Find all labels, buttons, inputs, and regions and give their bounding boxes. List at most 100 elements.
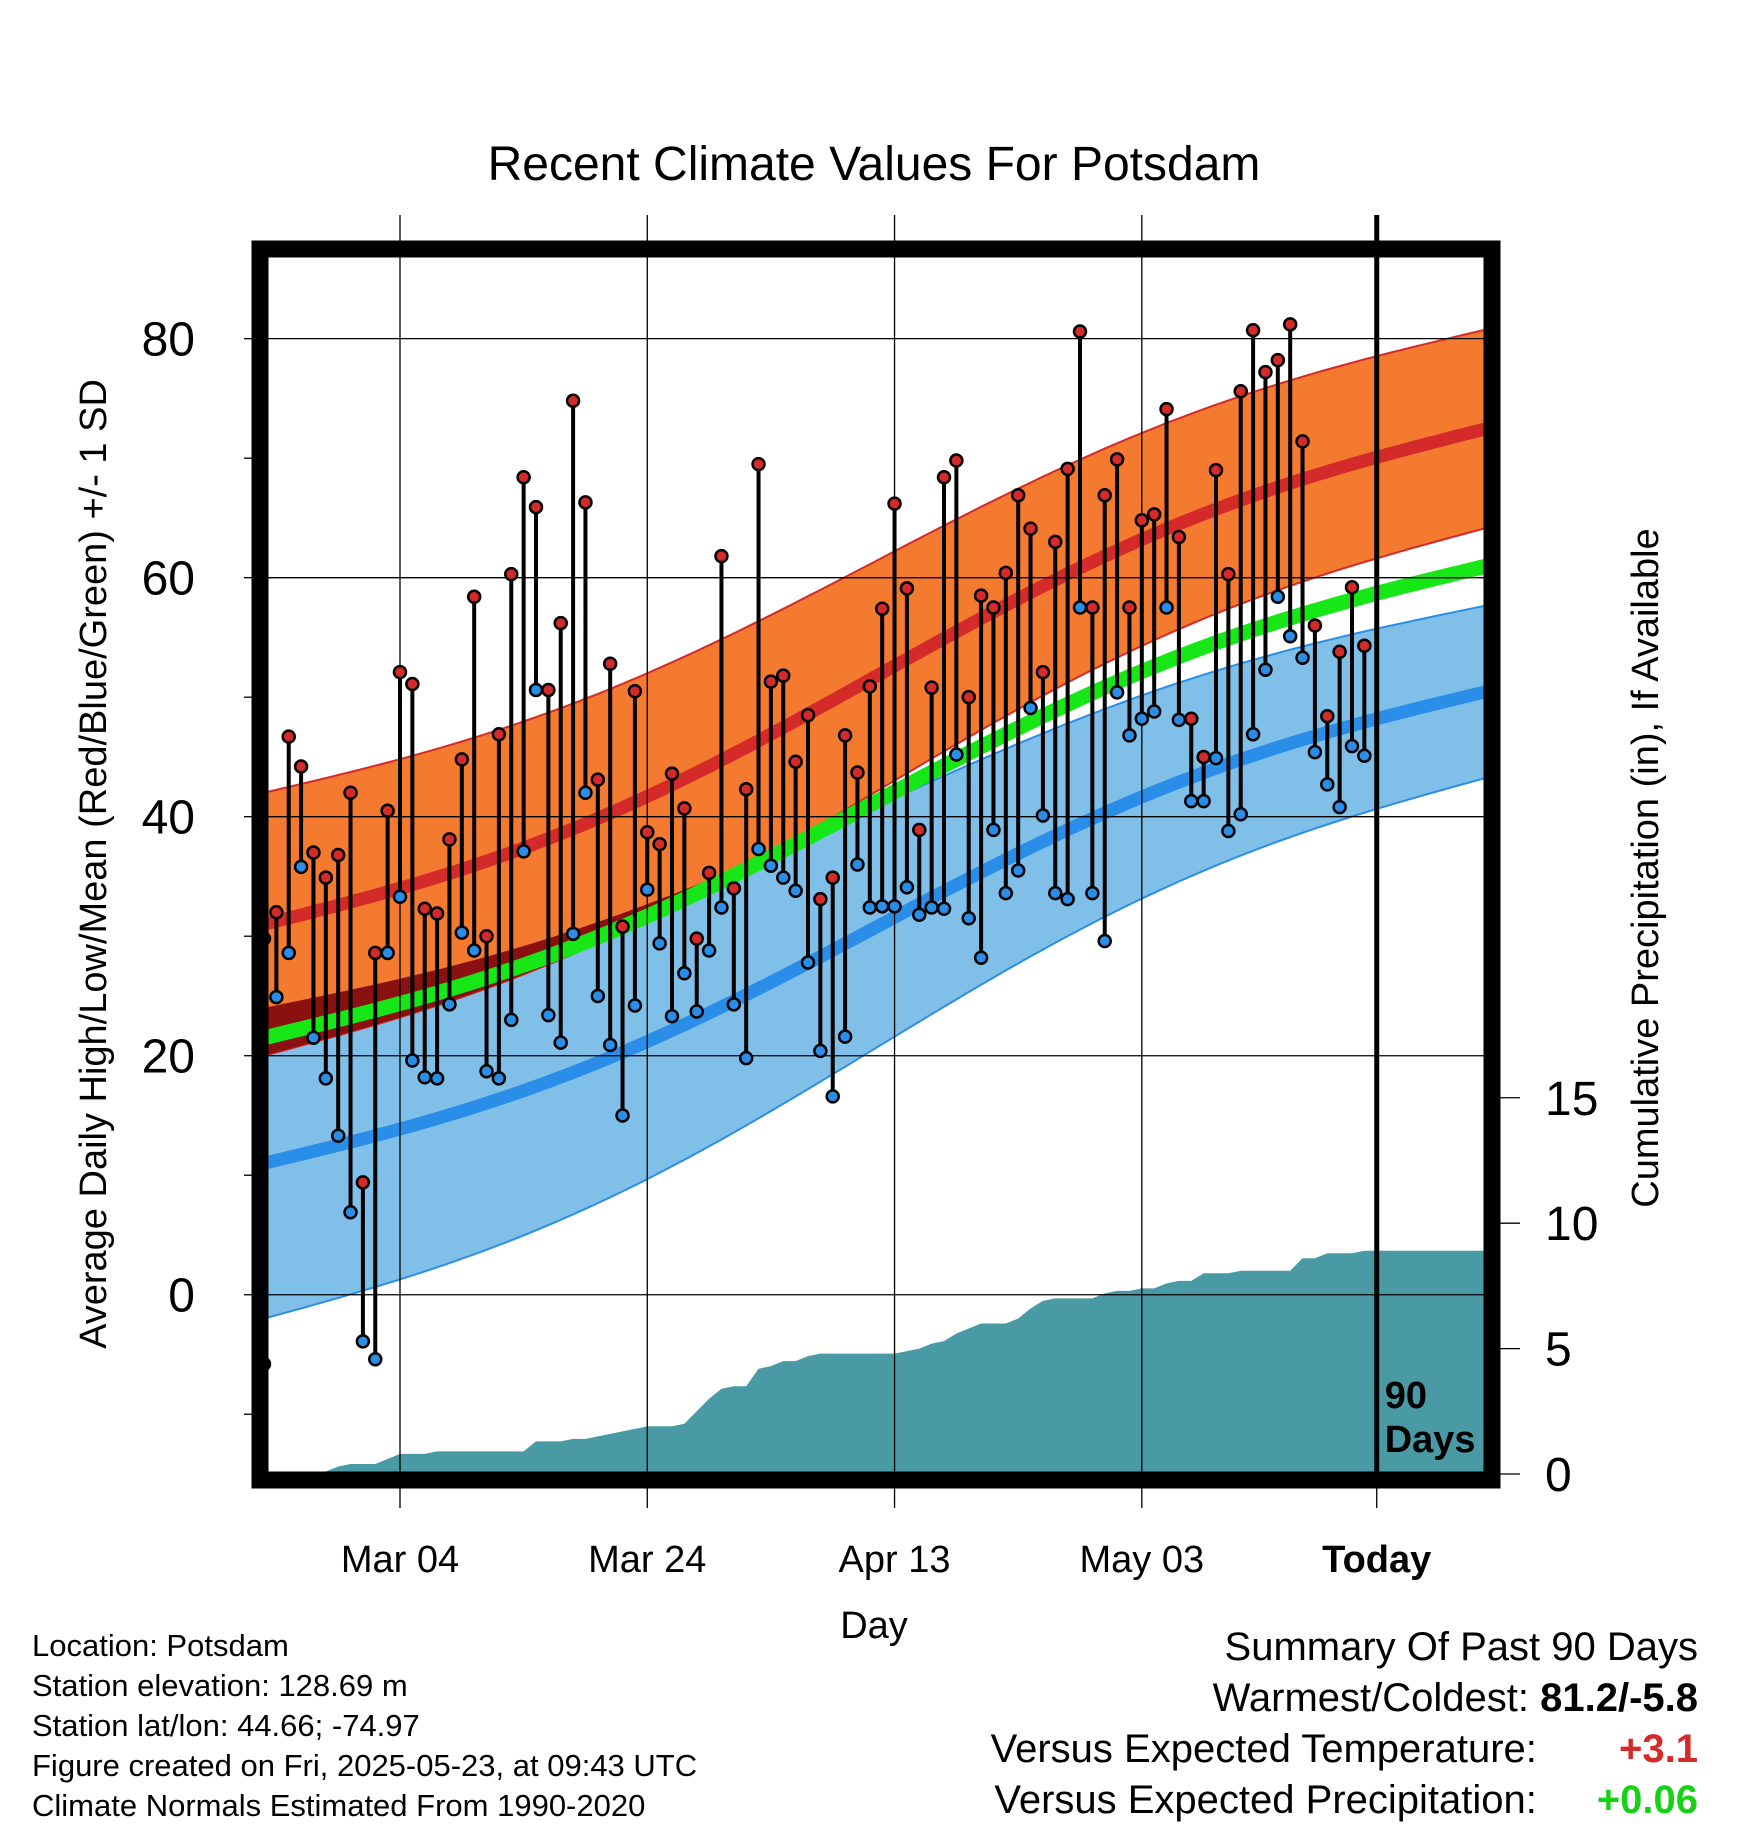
obs-low-point [504,1012,519,1028]
x-tick-label: May 03 [1080,1539,1205,1581]
station-info: Location: Potsdam Station elevation: 128… [32,1626,697,1826]
obs-high-point [541,682,556,698]
obs-high-point [677,801,692,816]
obs-low-point [1097,933,1112,949]
obs-low-point [380,945,395,961]
normals-text: Climate Normals Estimated From 1990-2020 [32,1788,646,1823]
obs-high-point [1332,644,1347,660]
obs-high-point [1258,364,1273,380]
obs-high-point [776,668,791,683]
obs-low-point [986,822,1001,838]
obs-high-point [1122,600,1137,615]
obs-high-point [466,589,482,605]
obs-high-point [491,726,507,742]
obs-high-point [1085,600,1100,615]
obs-low-point [491,1071,507,1086]
obs-high-point [689,931,704,946]
obs-high-point [330,847,346,863]
obs-high-point [1282,317,1298,332]
obs-low-point [442,997,457,1012]
obs-high-point [442,832,457,847]
obs-high-point [343,785,358,801]
temp-value: +3.1 [1619,1727,1698,1771]
obs-high-point [306,845,321,860]
warm-cold-label: Warmest/Coldest: [1212,1676,1529,1720]
obs-low-point [565,926,581,942]
obs-high-point [874,601,890,616]
obs-low-point [1023,700,1038,716]
obs-low-point [924,900,939,915]
obs-high-point [652,836,667,852]
warm-cold-row: Warmest/Coldest: 81.2/-5.8 [991,1673,1698,1724]
obs-low-point [1048,885,1063,901]
obs-low-point [664,1009,680,1024]
y2-tick-label: 5 [1545,1324,1572,1377]
obs-low-point [1171,712,1187,728]
obs-low-point [417,1069,432,1085]
obs-high-point [417,901,432,916]
obs-low-point [887,899,902,914]
obs-high-point [1134,513,1150,528]
obs-low-point [343,1205,358,1220]
obs-high-point [528,499,544,515]
obs-low-point [677,966,692,981]
obs-low-point [862,900,878,915]
obs-low-point [837,1029,853,1044]
obs-high-point [627,683,643,699]
obs-high-point [862,679,878,694]
obs-high-point [1171,529,1187,545]
obs-high-point [973,588,989,603]
obs-high-point [602,656,618,671]
obs-high-point [640,824,655,840]
obs-low-point [1035,808,1051,823]
obs-high-point [1357,638,1372,654]
obs-low-point [813,1043,828,1059]
today-label: 90 [1385,1375,1427,1417]
obs-high-point [318,870,334,885]
x-axis-label: Day [840,1605,908,1647]
obs-high-point [912,822,927,838]
obs-high-point [1048,534,1063,550]
obs-high-point [1344,579,1360,595]
obs-low-point [1146,704,1162,719]
obs-high-point [825,870,840,885]
obs-low-point [1344,738,1360,754]
obs-high-point [1320,709,1335,724]
obs-low-point [1258,662,1273,677]
obs-high-point [714,548,729,564]
obs-low-point [874,899,890,914]
obs-high-point [961,689,976,705]
obs-low-point [936,901,952,916]
obs-high-point [1097,487,1112,503]
obs-low-point [466,943,482,958]
today-label: Days [1385,1419,1476,1461]
obs-low-point [1357,748,1372,763]
obs-high-point [429,906,445,921]
temp-label: Versus Expected Temperature: [990,1727,1537,1771]
obs-low-point [998,885,1014,901]
obs-high-point [738,781,754,797]
obs-high-point [1072,324,1088,339]
obs-high-point [813,891,828,907]
obs-low-point [528,682,544,698]
location-text: Location: Potsdam [32,1628,289,1663]
obs-low-point [392,889,408,905]
obs-low-point [751,841,766,857]
obs-high-point [1184,711,1199,726]
obs-high-point [788,754,803,769]
y-tick-label: 20 [142,1031,195,1084]
warm-cold-value: 81.2/-5.8 [1540,1676,1698,1720]
obs-low-point [1270,589,1286,605]
obs-low-point [825,1089,840,1104]
obs-low-point [763,858,779,873]
obs-low-point [269,989,284,1005]
mean-line [264,558,1488,1046]
y2-tick-label: 10 [1545,1198,1598,1251]
obs-high-point [1196,749,1211,765]
obs-high-point [1146,507,1162,522]
obs-low-point [429,1071,445,1086]
obs-low-point [652,936,667,951]
obs-high-point [949,453,964,468]
temp-row: Versus Expected Temperature: +3.1 [991,1724,1698,1775]
